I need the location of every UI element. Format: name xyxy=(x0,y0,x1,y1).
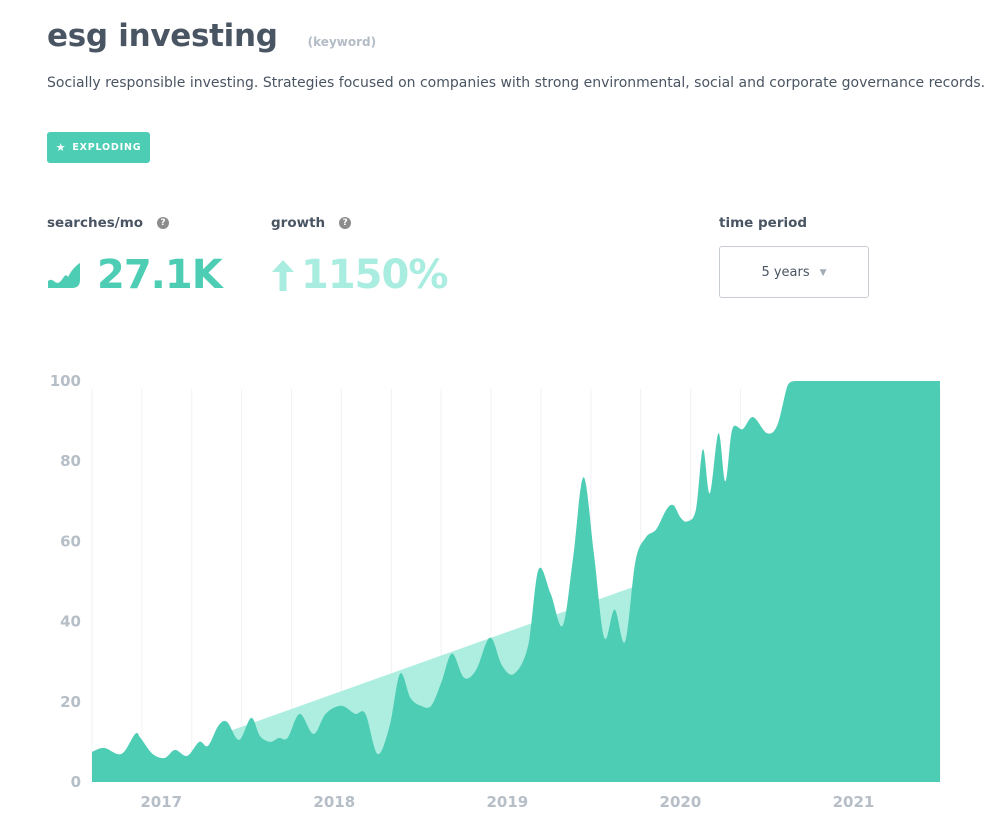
y-tick-label: 100 xyxy=(50,372,81,390)
x-tick-label: 2017 xyxy=(140,793,182,811)
x-tick-label: 2020 xyxy=(660,793,702,811)
star-icon: ★ xyxy=(55,141,67,154)
searches-label: searches/mo xyxy=(47,215,144,231)
searches-label-row: searches/mo ? xyxy=(47,215,170,231)
searches-help-icon[interactable]: ? xyxy=(157,217,170,229)
growth-metric: 1150% xyxy=(271,252,448,298)
time-period-label-row: time period xyxy=(719,215,807,231)
status-badge: ★ EXPLODING xyxy=(47,132,150,163)
growth-value: 1150% xyxy=(301,252,448,298)
x-tick-label: 2019 xyxy=(486,793,528,811)
searches-value: 27.1K xyxy=(97,252,223,298)
time-period-select[interactable]: 5 years ▼ xyxy=(719,246,869,298)
volume-trend-icon xyxy=(48,263,80,288)
y-tick-label: 0 xyxy=(71,773,81,791)
term-description: Socially responsible investing. Strategi… xyxy=(47,75,986,91)
growth-label-row: growth ? xyxy=(271,215,352,231)
search-volume-chart: 0 20 40 60 80 100 2017 2018 2019 2020 2021 xyxy=(50,372,941,811)
searches-metric: 27.1K xyxy=(47,252,223,298)
growth-label: growth xyxy=(271,215,326,231)
x-tick-label: 2018 xyxy=(313,793,355,811)
status-badge-label: EXPLODING xyxy=(72,142,142,153)
x-tick-label: 2021 xyxy=(833,793,875,811)
arrow-up-icon xyxy=(272,260,294,291)
y-tick-label: 20 xyxy=(60,693,81,711)
term-kind-label: (keyword) xyxy=(307,35,377,49)
y-tick-label: 40 xyxy=(60,613,81,631)
series-area xyxy=(92,381,940,782)
y-tick-label: 60 xyxy=(60,532,81,550)
time-period-selected: 5 years xyxy=(761,264,810,280)
growth-help-icon[interactable]: ? xyxy=(339,217,352,229)
y-tick-label: 80 xyxy=(60,452,81,470)
page-title: esg investing xyxy=(47,18,278,54)
time-period-label: time period xyxy=(719,215,808,231)
caret-down-icon: ▼ xyxy=(819,268,827,278)
